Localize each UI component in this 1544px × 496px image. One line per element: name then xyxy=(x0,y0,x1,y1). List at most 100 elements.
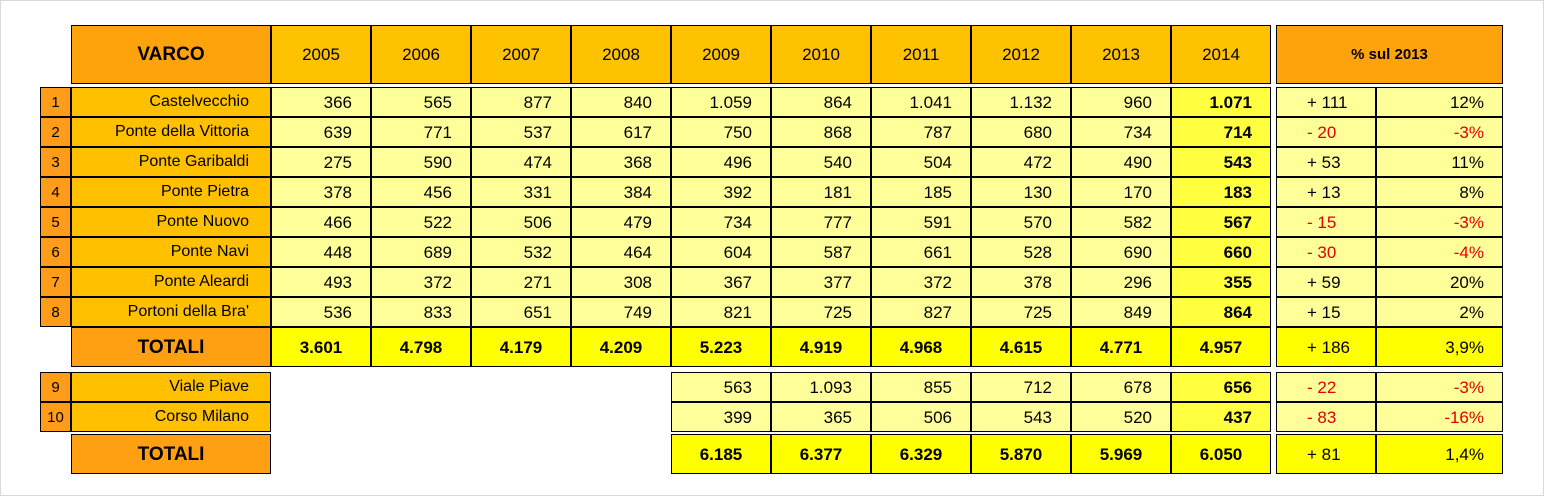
table-cell: 868 xyxy=(771,117,871,147)
table-cell: 587 xyxy=(771,237,871,267)
row-name: Portoni della Bra' xyxy=(71,297,271,327)
row-index: 9 xyxy=(40,372,71,402)
table-cell: 771 xyxy=(371,117,471,147)
table-cell: 185 xyxy=(871,177,971,207)
diff-cell: - 20 xyxy=(1276,117,1376,147)
row-name: Ponte Nuovo xyxy=(71,207,271,237)
table-cell: 563 xyxy=(671,372,771,402)
pct-cell: -16% xyxy=(1376,402,1503,432)
table-cell: 689 xyxy=(371,237,471,267)
table-cell: 372 xyxy=(371,267,471,297)
table-cell: 777 xyxy=(771,207,871,237)
table-cell: 296 xyxy=(1071,267,1171,297)
totals-cell: 4.615 xyxy=(971,327,1071,367)
table-cell: 678 xyxy=(1071,372,1171,402)
totals-cell: 5.969 xyxy=(1071,434,1171,474)
column-header-year: 2007 xyxy=(471,25,571,84)
table-cell: 472 xyxy=(971,147,1071,177)
row-name: Ponte Aleardi xyxy=(71,267,271,297)
table-cell: 833 xyxy=(371,297,471,327)
row-index: 1 xyxy=(40,87,71,117)
table-cell: 366 xyxy=(271,87,371,117)
table-cell: 474 xyxy=(471,147,571,177)
table-cell: 130 xyxy=(971,177,1071,207)
table-cell: 520 xyxy=(1071,402,1171,432)
table-cell: 821 xyxy=(671,297,771,327)
table-cell: 506 xyxy=(871,402,971,432)
row-index: 8 xyxy=(40,297,71,327)
table-cell: 543 xyxy=(971,402,1071,432)
pct-cell: -3% xyxy=(1376,372,1503,402)
table-cell: 466 xyxy=(271,207,371,237)
table-cell: 448 xyxy=(271,237,371,267)
table-cell: 855 xyxy=(871,372,971,402)
table-cell: 536 xyxy=(271,297,371,327)
table-cell: 377 xyxy=(771,267,871,297)
totals-pct: 1,4% xyxy=(1376,434,1503,474)
table-cell: 849 xyxy=(1071,297,1171,327)
totals-cell: 4.919 xyxy=(771,327,871,367)
table-cell: 725 xyxy=(971,297,1071,327)
table-cell: 656 xyxy=(1171,372,1271,402)
table-cell: 712 xyxy=(971,372,1071,402)
table-cell: 734 xyxy=(671,207,771,237)
table-cell: 591 xyxy=(871,207,971,237)
totals-cell: 5.223 xyxy=(671,327,771,367)
totals-diff: + 186 xyxy=(1276,327,1376,367)
diff-cell: + 59 xyxy=(1276,267,1376,297)
table-cell: 680 xyxy=(971,117,1071,147)
table-cell: 877 xyxy=(471,87,571,117)
table-cell: 504 xyxy=(871,147,971,177)
table-cell: 479 xyxy=(571,207,671,237)
table-cell: 528 xyxy=(971,237,1071,267)
table-cell: 604 xyxy=(671,237,771,267)
table-cell: 582 xyxy=(1071,207,1171,237)
diff-cell: + 15 xyxy=(1276,297,1376,327)
column-header-year: 2012 xyxy=(971,25,1071,84)
table-cell: 1.071 xyxy=(1171,87,1271,117)
table-cell: 271 xyxy=(471,267,571,297)
column-header-pct: % sul 2013 xyxy=(1276,25,1503,84)
totals-cell: 4.798 xyxy=(371,327,471,367)
table-cell: 749 xyxy=(571,297,671,327)
row-index: 5 xyxy=(40,207,71,237)
pct-cell: 20% xyxy=(1376,267,1503,297)
row-index: 3 xyxy=(40,147,71,177)
table-cell: 725 xyxy=(771,297,871,327)
column-header-year: 2013 xyxy=(1071,25,1171,84)
table-cell: 365 xyxy=(771,402,871,432)
column-header-varco: VARCO xyxy=(71,25,271,84)
table-cell: 661 xyxy=(871,237,971,267)
row-name: Corso Milano xyxy=(71,402,271,432)
column-header-year: 2010 xyxy=(771,25,871,84)
table-cell: 864 xyxy=(1171,297,1271,327)
column-header-year: 2008 xyxy=(571,25,671,84)
pct-cell: 12% xyxy=(1376,87,1503,117)
table-cell: 1.093 xyxy=(771,372,871,402)
totals-cell: 3.601 xyxy=(271,327,371,367)
table-cell: 170 xyxy=(1071,177,1171,207)
table-cell: 714 xyxy=(1171,117,1271,147)
totals-diff: + 81 xyxy=(1276,434,1376,474)
totals-cell: 4.771 xyxy=(1071,327,1171,367)
totals-cell: 6.050 xyxy=(1171,434,1271,474)
table-cell: 543 xyxy=(1171,147,1271,177)
table-cell: 399 xyxy=(671,402,771,432)
pct-cell: -3% xyxy=(1376,207,1503,237)
pct-cell: -4% xyxy=(1376,237,1503,267)
diff-cell: + 111 xyxy=(1276,87,1376,117)
table-cell: 537 xyxy=(471,117,571,147)
table-cell: 464 xyxy=(571,237,671,267)
row-name: Viale Piave xyxy=(71,372,271,402)
table-cell: 181 xyxy=(771,177,871,207)
row-name: Ponte Garibaldi xyxy=(71,147,271,177)
table-cell: 639 xyxy=(271,117,371,147)
table-cell: 378 xyxy=(971,267,1071,297)
totals-pct: 3,9% xyxy=(1376,327,1503,367)
totals-cell: 6.329 xyxy=(871,434,971,474)
diff-cell: - 15 xyxy=(1276,207,1376,237)
totals-cell: 4.957 xyxy=(1171,327,1271,367)
table-cell: 590 xyxy=(371,147,471,177)
totals-cell: 4.968 xyxy=(871,327,971,367)
row-index: 7 xyxy=(40,267,71,297)
